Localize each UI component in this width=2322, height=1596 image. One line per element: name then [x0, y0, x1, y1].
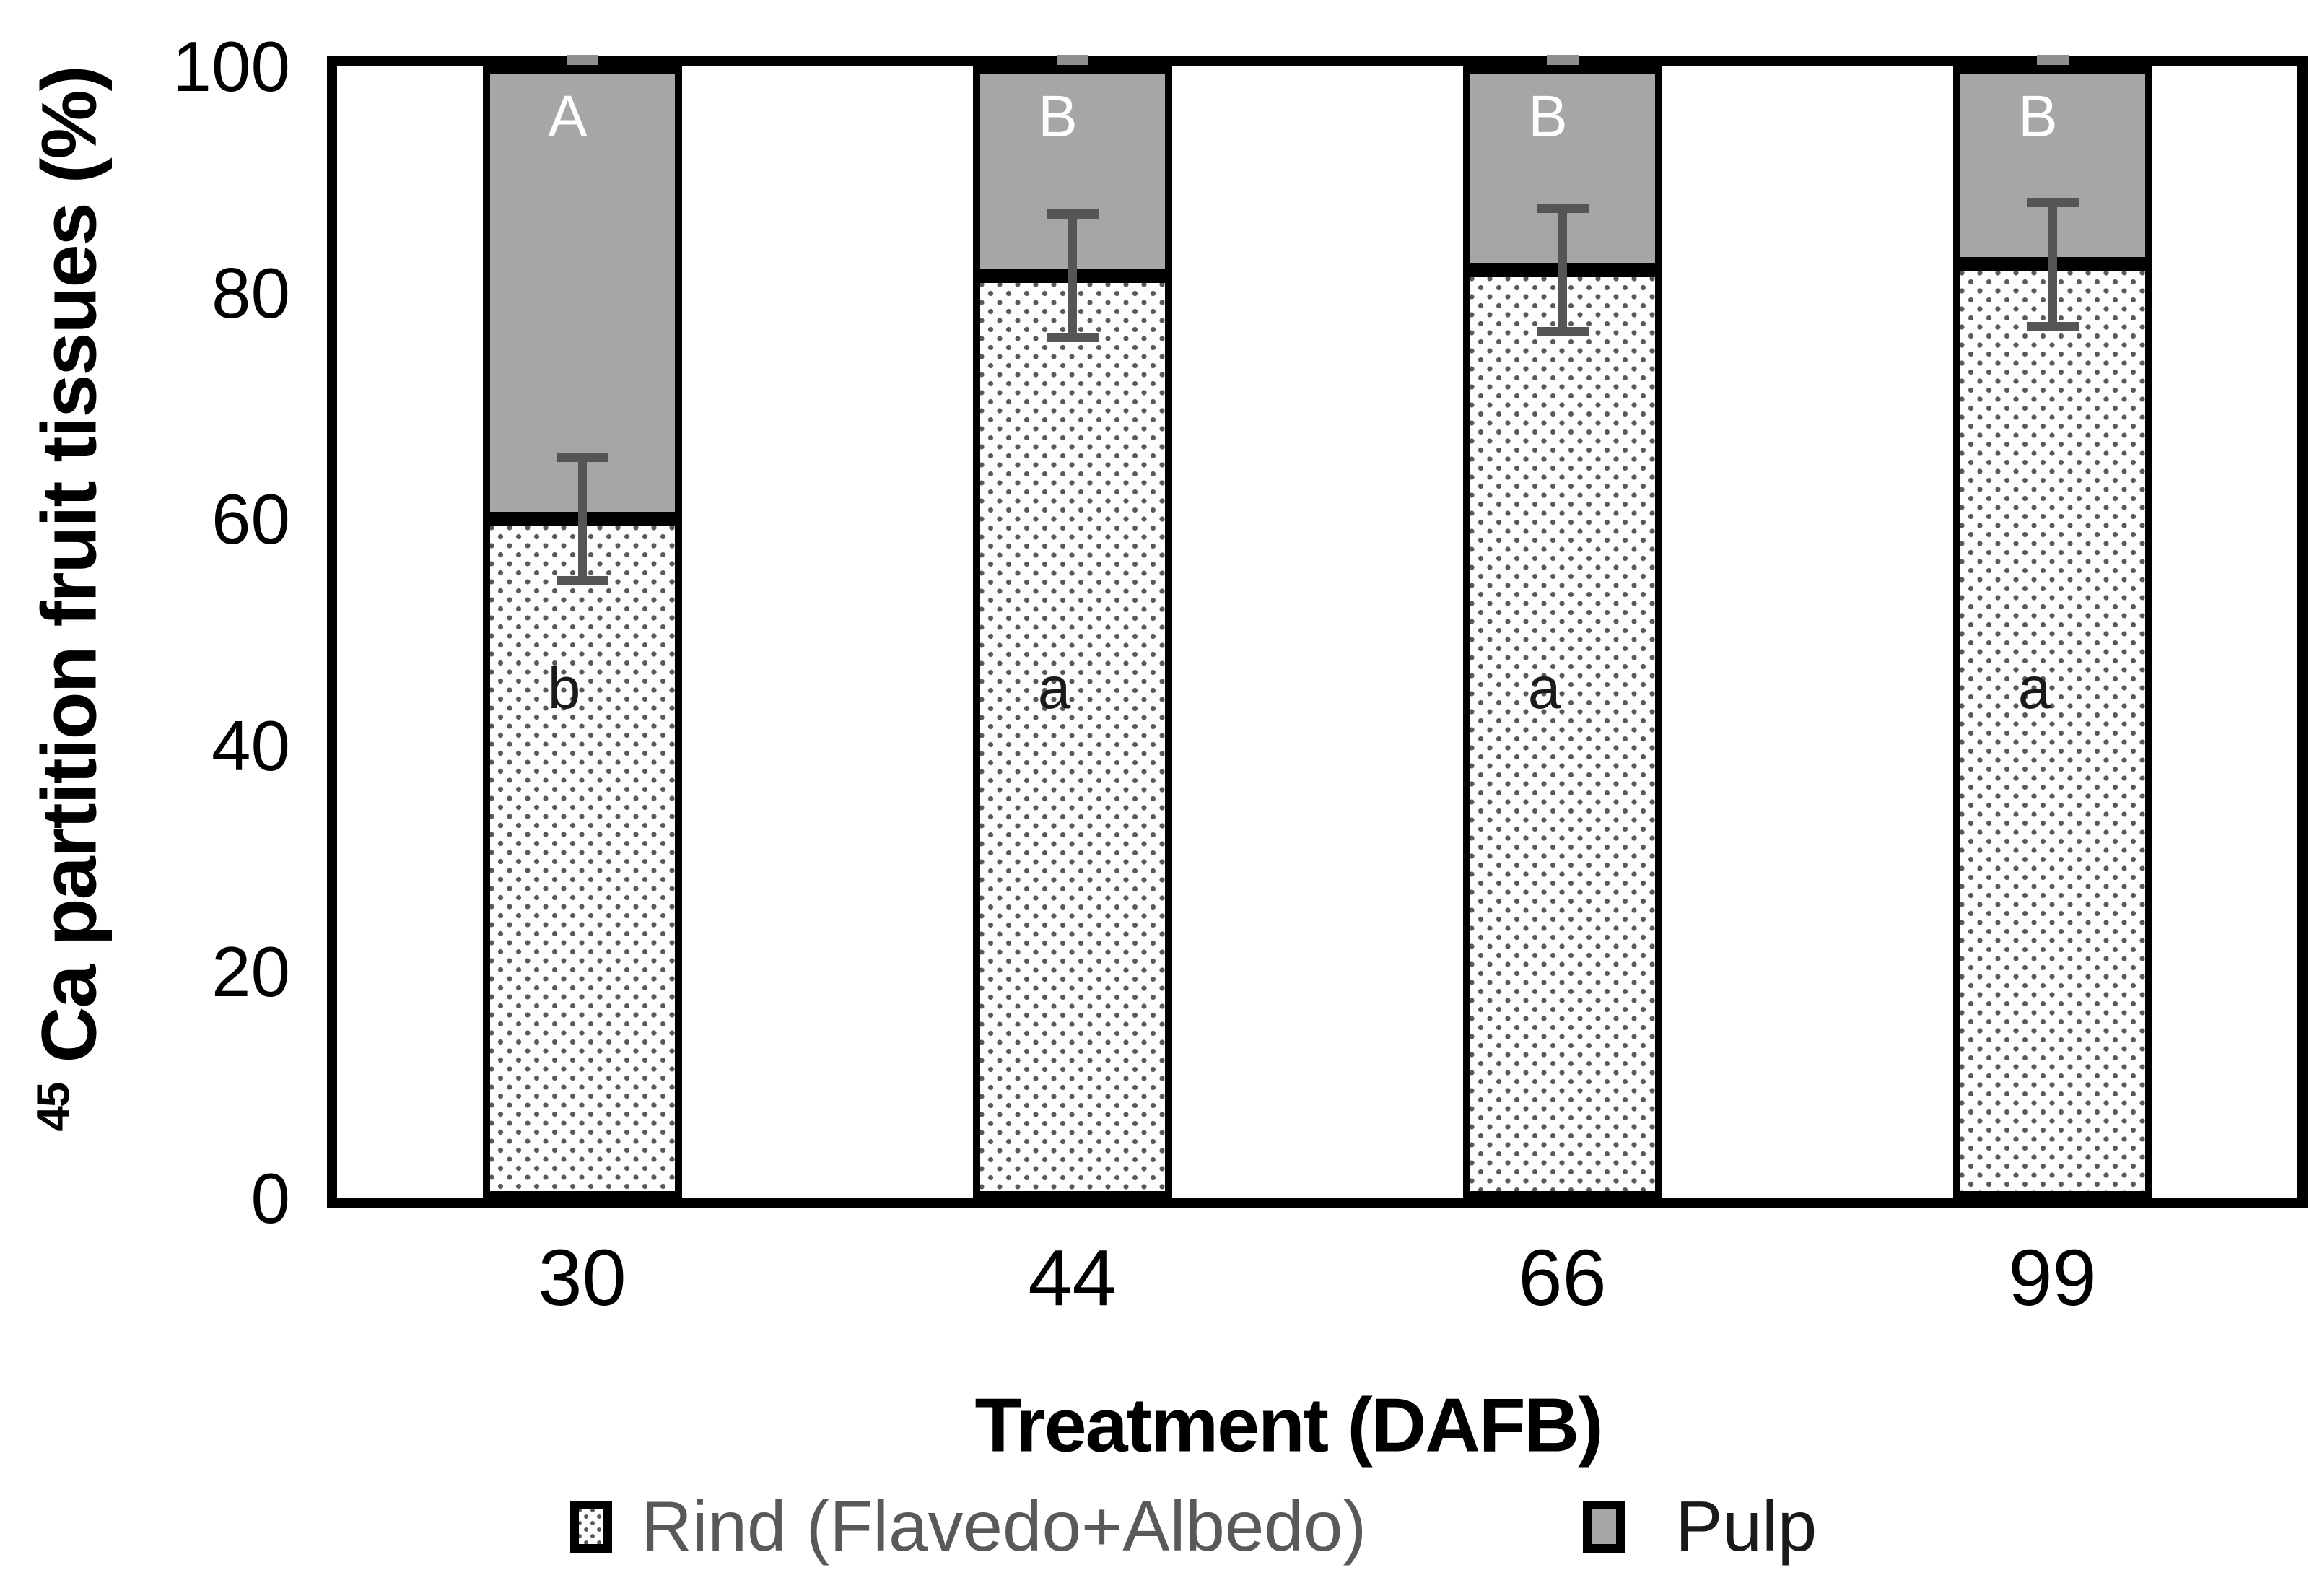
y-tick-label: 0: [250, 1159, 290, 1238]
error-bar-cap-bottom: [1536, 327, 1589, 337]
error-bar-cap-bottom: [556, 576, 608, 586]
y-tick-label: 20: [211, 932, 290, 1012]
rind-segment: [1952, 264, 2152, 1198]
error-bar-cap-bottom: [2026, 321, 2079, 331]
legend-item-pulp: Pulp: [1583, 1486, 1817, 1567]
error-bar-cap-top: [1046, 209, 1099, 219]
total-error-cap: [1546, 55, 1579, 65]
error-bar: [2048, 202, 2057, 327]
x-tick-label: 30: [538, 1234, 627, 1322]
significance-letter-pulp: B: [2018, 84, 2058, 149]
legend-item-rind: Rind (Flavedo+Albedo): [570, 1486, 1366, 1567]
error-bar-cap-top: [1536, 204, 1589, 213]
legend: Rind (Flavedo+Albedo) Pulp: [570, 1486, 1817, 1567]
y-axis-title-text: Ca partition fruit tissues (%): [25, 66, 113, 1083]
error-bar-cap-top: [556, 452, 608, 462]
x-tick-label: 99: [2008, 1234, 2097, 1322]
legend-label-rind: Rind (Flavedo+Albedo): [641, 1486, 1367, 1566]
error-bar-cap-top: [2026, 198, 2079, 208]
rind-segment: [482, 519, 682, 1198]
total-error-cap: [566, 55, 598, 65]
y-axis-title: 45 Ca partition fruit tissues (%): [24, 66, 114, 1131]
significance-letter-rind: a: [1037, 655, 1071, 722]
significance-letter-pulp: B: [1038, 84, 1078, 149]
rind-segment: [972, 276, 1172, 1198]
significance-letter-pulp: A: [548, 84, 588, 149]
x-tick-label: 66: [1518, 1234, 1607, 1322]
y-axis-title-superscript: 45: [27, 1083, 79, 1132]
y-tick-label: 40: [211, 705, 290, 785]
error-bar: [1558, 208, 1567, 333]
x-tick-label: 44: [1028, 1234, 1117, 1322]
significance-letter-rind: b: [547, 655, 581, 722]
y-tick-label: 60: [211, 479, 290, 559]
total-error-cap: [2036, 55, 2069, 65]
significance-letter-rind: a: [1527, 655, 1561, 722]
total-error-cap: [1056, 55, 1088, 65]
error-bar: [577, 456, 587, 582]
error-bar-cap-bottom: [1046, 333, 1099, 343]
legend-label-pulp: Pulp: [1675, 1486, 1817, 1566]
x-axis-title: Treatment (DAFB): [974, 1382, 1603, 1468]
significance-letter-rind: a: [2017, 655, 2051, 722]
significance-letter-pulp: B: [1528, 84, 1568, 149]
rind-swatch-icon: [570, 1500, 612, 1553]
rind-segment: [1462, 270, 1662, 1198]
y-tick-label: 80: [211, 253, 290, 333]
y-tick-label: 100: [172, 27, 290, 106]
pulp-swatch-icon: [1583, 1500, 1625, 1553]
error-bar: [1068, 213, 1077, 339]
